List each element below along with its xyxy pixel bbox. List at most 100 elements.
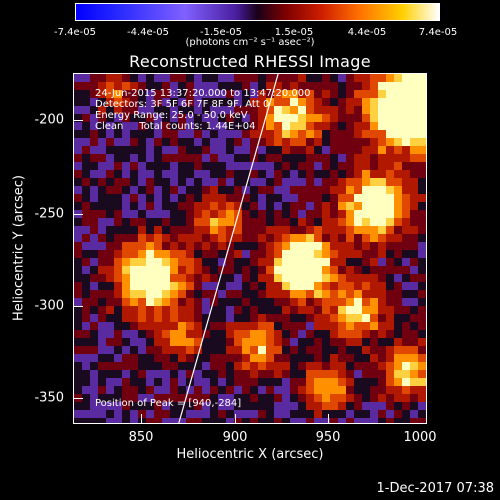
heatmap-cell (242, 258, 250, 266)
heatmap-cell (306, 82, 314, 90)
heatmap-cell (330, 138, 338, 146)
heatmap-cell (130, 274, 138, 282)
heatmap-cell (154, 74, 162, 82)
heatmap-cell (322, 234, 330, 242)
heatmap-cell (370, 234, 378, 242)
heatmap-cell (258, 186, 266, 194)
heatmap-cell (266, 322, 274, 330)
heatmap-cell (378, 122, 386, 130)
heatmap-cell (202, 362, 210, 370)
heatmap-cell (82, 282, 90, 290)
heatmap-cell (218, 202, 226, 210)
heatmap-cell (322, 274, 330, 282)
heatmap-cell (114, 402, 122, 410)
heatmap-cell (82, 354, 90, 362)
heatmap-cell (338, 138, 346, 146)
heatmap-cell (298, 90, 306, 98)
heatmap-cell (218, 194, 226, 202)
heatmap-cell (234, 82, 242, 90)
heatmap-cell (194, 418, 202, 423)
heatmap-cell (378, 346, 386, 354)
heatmap-cell (258, 402, 266, 410)
heatmap-cell (346, 90, 354, 98)
heatmap-cell (170, 314, 178, 322)
heatmap-cell (282, 218, 290, 226)
heatmap-cell (122, 290, 130, 298)
heatmap-cell (266, 210, 274, 218)
heatmap-cell (314, 282, 322, 290)
heatmap-cell (258, 98, 266, 106)
heatmap-cell (234, 114, 242, 122)
heatmap-cell (250, 106, 258, 114)
heatmap-cell (122, 106, 130, 114)
heatmap-cell (106, 274, 114, 282)
heatmap-cell (322, 194, 330, 202)
heatmap-cell (154, 186, 162, 194)
heatmap-cell (202, 178, 210, 186)
heatmap-cell (210, 98, 218, 106)
heatmap-cell (394, 202, 402, 210)
heatmap-cell (82, 410, 90, 418)
heatmap-cell (394, 210, 402, 218)
heatmap-cell (378, 298, 386, 306)
heatmap-cell (362, 410, 370, 418)
heatmap-cell (386, 162, 394, 170)
heatmap-cell (346, 298, 354, 306)
heatmap-cell (202, 314, 210, 322)
heatmap-cell (362, 186, 370, 194)
heatmap-cell (290, 138, 298, 146)
heatmap-cell (162, 210, 170, 218)
heatmap-cell (250, 146, 258, 154)
heatmap-cell (218, 330, 226, 338)
heatmap-cell (266, 338, 274, 346)
heatmap-cell (250, 282, 258, 290)
heatmap-cell (162, 306, 170, 314)
heatmap-cell (298, 234, 306, 242)
heatmap-cell (114, 234, 122, 242)
heatmap-cell (370, 370, 378, 378)
heatmap-cell (354, 146, 362, 154)
heatmap-cell (298, 338, 306, 346)
heatmap-cell (194, 106, 202, 114)
heatmap-cell (114, 170, 122, 178)
heatmap-cell (170, 98, 178, 106)
heatmap-cell (370, 202, 378, 210)
heatmap-cell (282, 234, 290, 242)
solar-limb-line (178, 74, 279, 423)
heatmap-cell (282, 266, 290, 274)
heatmap-cell (386, 170, 394, 178)
heatmap-cell (418, 274, 426, 282)
heatmap-cell (130, 314, 138, 322)
heatmap-cell (410, 322, 418, 330)
heatmap-cell (266, 346, 274, 354)
heatmap-cell (218, 338, 226, 346)
heatmap-cell (146, 402, 154, 410)
heatmap-cell (98, 154, 106, 162)
heatmap-cell (258, 138, 266, 146)
heatmap-cell (402, 202, 410, 210)
heatmap-cell (386, 202, 394, 210)
heatmap-cell (218, 314, 226, 322)
heatmap-cell (130, 322, 138, 330)
heatmap-cell (250, 250, 258, 258)
heatmap-cell (154, 370, 162, 378)
heatmap-cell (314, 362, 322, 370)
heatmap-cell (210, 170, 218, 178)
heatmap-cell (146, 322, 154, 330)
heatmap-cell (202, 266, 210, 274)
heatmap-cell (90, 210, 98, 218)
heatmap-cell (314, 314, 322, 322)
heatmap-cell (178, 186, 186, 194)
heatmap-cell (386, 370, 394, 378)
heatmap-cell (74, 186, 82, 194)
heatmap-cell (306, 394, 314, 402)
heatmap-cell (290, 394, 298, 402)
heatmap-cell (394, 194, 402, 202)
heatmap-cell (386, 266, 394, 274)
heatmap-cell (394, 242, 402, 250)
heatmap-cell (378, 370, 386, 378)
heatmap-cell (138, 410, 146, 418)
heatmap-cell (282, 362, 290, 370)
heatmap-cell (322, 322, 330, 330)
heatmap-cell (322, 362, 330, 370)
